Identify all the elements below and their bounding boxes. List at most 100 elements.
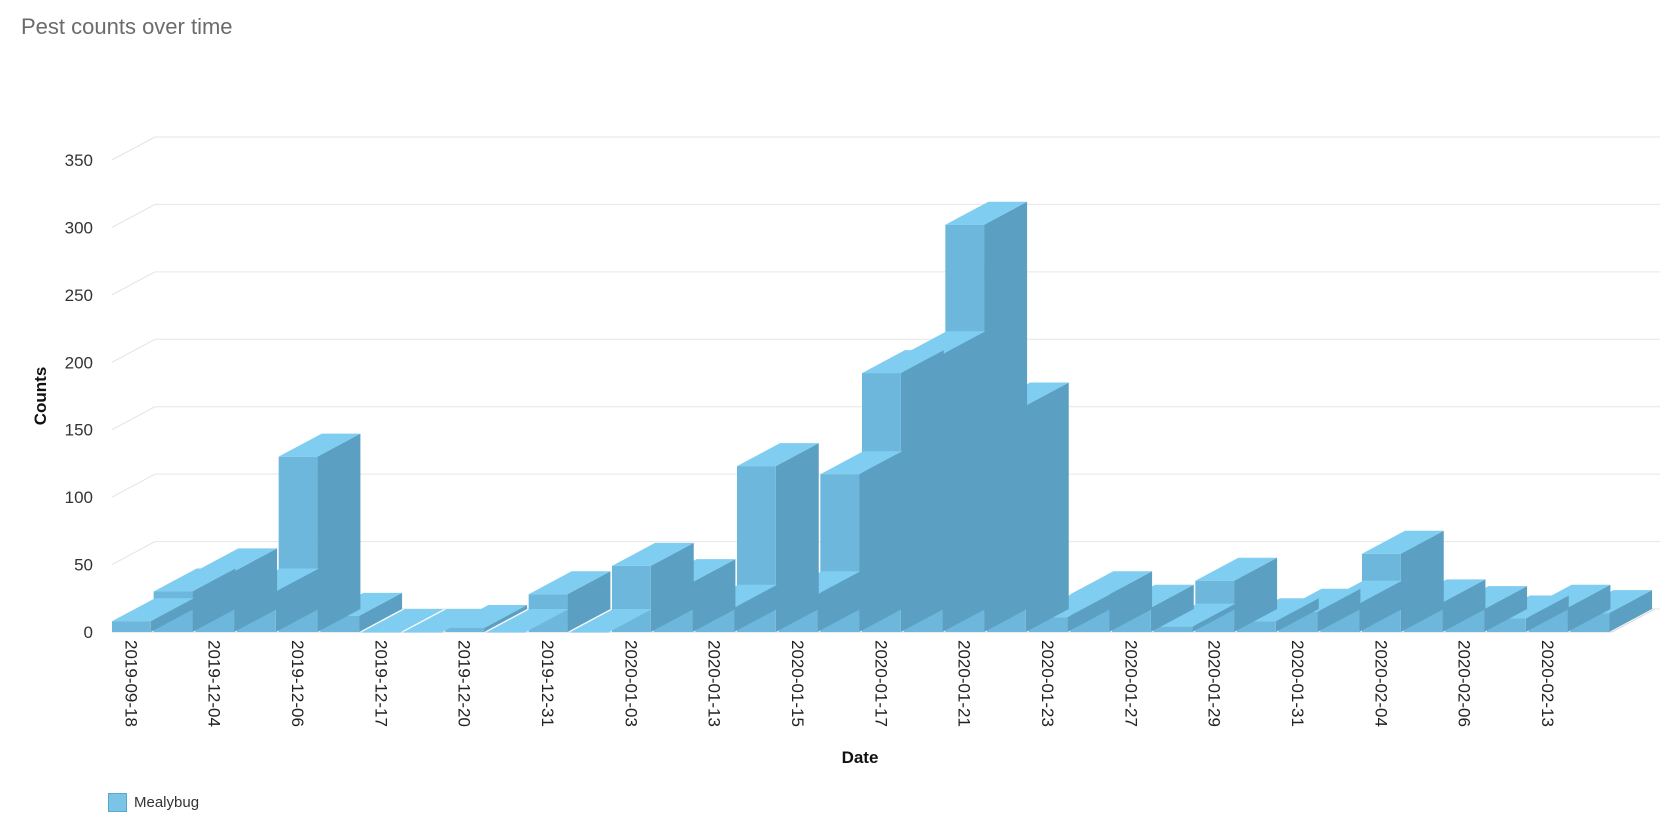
bar-top [445, 604, 528, 628]
bar-top [403, 609, 486, 632]
bar-top [362, 609, 444, 632]
bar-2019-12-20 [445, 604, 528, 632]
bar-side [192, 568, 236, 632]
x-tick-label: 2020-01-03 [621, 640, 640, 727]
bar-2019-09-18 [112, 598, 194, 632]
x-tick-label: 2020-01-15 [788, 640, 807, 727]
bar-side [317, 433, 361, 632]
bar-side [1025, 382, 1069, 632]
bar-top [528, 571, 611, 595]
x-tick-label: 2020-01-23 [1038, 640, 1057, 727]
x-tick-label: 2020-01-31 [1288, 640, 1307, 727]
chart-title: Pest counts over time [21, 14, 233, 39]
bar-side [900, 350, 944, 632]
bar-side [150, 598, 194, 632]
gridline-diagonal [111, 338, 156, 363]
bar-2020-01-03 [612, 542, 694, 632]
y-tick-label: 200 [65, 353, 93, 372]
x-tick-label: 2020-02-13 [1538, 640, 1557, 727]
bar-top [278, 433, 361, 457]
bar-side [650, 542, 694, 632]
gridline-diagonal [111, 136, 156, 161]
bar-side [359, 592, 403, 632]
legend[interactable]: Mealybug [108, 793, 199, 812]
bar-top [1362, 530, 1444, 554]
bar-front [487, 632, 526, 633]
x-tick-label: 2019-12-17 [371, 640, 390, 727]
bar-side [567, 571, 611, 632]
y-tick-label: 100 [65, 488, 93, 507]
bar-front [1153, 626, 1193, 632]
bar-2019-12-30 [487, 609, 569, 633]
bar-2019-12-31 [528, 571, 611, 632]
x-tick-label: 2020-01-21 [955, 640, 974, 727]
x-tick-label: 2020-01-17 [871, 640, 890, 727]
x-axis-title: Date [842, 748, 879, 767]
bar-side [1442, 579, 1486, 632]
legend-swatch-mealybug [108, 793, 127, 812]
bar-side [234, 548, 278, 632]
bar-side [692, 559, 736, 632]
bar-2020-01-02 [570, 609, 653, 633]
bar-top [737, 443, 819, 467]
y-tick-label: 350 [65, 151, 93, 170]
bar-side [859, 451, 903, 632]
bar-front [445, 627, 485, 632]
bar-side [484, 604, 528, 632]
bar-side [817, 571, 861, 632]
bar-top [195, 548, 278, 572]
bar-side [984, 201, 1028, 632]
x-tick-label: 2019-12-20 [455, 640, 474, 727]
bar-front [403, 632, 443, 633]
bar-side [1234, 557, 1278, 632]
gridline-diagonal [111, 203, 156, 228]
bar-side [942, 331, 986, 632]
bar-2019-12-06 [278, 433, 361, 632]
y-tick-label: 300 [65, 218, 93, 237]
bar-side [1109, 571, 1153, 632]
bar-side [1525, 595, 1569, 632]
x-tick-label: 2020-01-27 [1121, 640, 1140, 727]
bar-side [734, 584, 778, 632]
bar-top [862, 350, 944, 374]
gridline-diagonal [111, 473, 156, 498]
x-tick-label: 2019-12-31 [538, 640, 557, 727]
y-tick-label: 150 [65, 421, 93, 440]
bar-side [1067, 594, 1111, 632]
x-tick-label: 2020-02-04 [1371, 640, 1390, 727]
x-tick-label: 2020-01-13 [705, 640, 724, 727]
bar-top [153, 568, 236, 592]
bar-side [1609, 590, 1653, 632]
bar-top [570, 609, 653, 632]
bar-top [112, 598, 194, 622]
legend-label-mealybug: Mealybug [134, 794, 200, 811]
bar-top [1070, 571, 1153, 595]
bar-top [903, 331, 986, 355]
x-tick-label: 2019-12-04 [205, 640, 224, 727]
x-tick-label: 2019-09-18 [121, 640, 140, 727]
bar-front [570, 632, 610, 633]
x-tick-label: 2020-01-29 [1205, 640, 1224, 727]
gridline-diagonal [111, 271, 156, 296]
bar-side [1567, 584, 1611, 632]
bar-front [1237, 621, 1276, 632]
bar-top [820, 451, 903, 475]
bar-front [362, 632, 401, 633]
bar-side [1275, 598, 1319, 632]
bar-top [1195, 557, 1278, 581]
bar-side [275, 568, 319, 632]
bar-2019-12-17 [362, 609, 444, 633]
y-tick-label: 0 [84, 623, 93, 642]
bar-side [1317, 588, 1361, 632]
bar-top [945, 201, 1028, 225]
x-tick-label: 2020-02-06 [1455, 640, 1474, 727]
bar-side [1400, 530, 1444, 632]
bar-side [1192, 603, 1236, 632]
x-tick-label: 2019-12-06 [288, 640, 307, 727]
bar-side [775, 443, 819, 632]
bar-side [1484, 586, 1528, 632]
bar-top [1153, 603, 1236, 627]
bar-side [1150, 584, 1194, 632]
y-tick-label: 50 [74, 556, 93, 575]
